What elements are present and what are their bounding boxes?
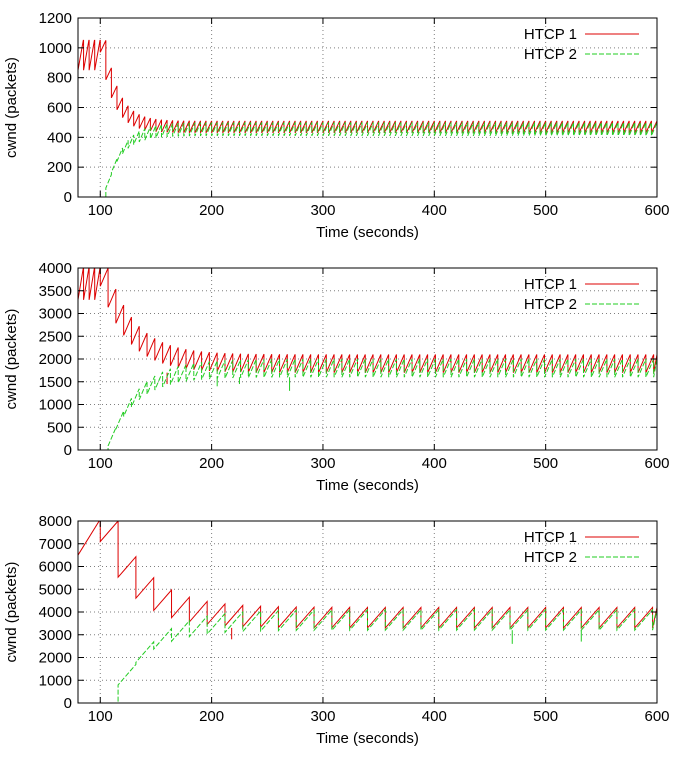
x-tick-label: 200 bbox=[199, 455, 224, 472]
y-tick-label: 0 bbox=[64, 189, 72, 206]
series-line-2 bbox=[99, 608, 657, 703]
y-tick-label: 7000 bbox=[39, 536, 72, 553]
x-tick-label: 400 bbox=[422, 708, 447, 725]
y-tick-label: 4000 bbox=[39, 604, 72, 621]
y-tick-label: 1200 bbox=[39, 10, 72, 27]
y-tick-label: 3000 bbox=[39, 306, 72, 323]
y-axis-label: cwnd (packets) bbox=[3, 562, 20, 663]
x-tick-label: 400 bbox=[422, 455, 447, 472]
y-tick-label: 500 bbox=[47, 419, 72, 436]
chart-panel-1 bbox=[77, 17, 658, 198]
x-tick-label: 100 bbox=[88, 202, 113, 219]
y-tick-label: 3000 bbox=[39, 627, 72, 644]
legend-label-1: HTCP 1 bbox=[524, 26, 577, 43]
y-tick-label: 400 bbox=[47, 129, 72, 146]
y-tick-label: 2500 bbox=[39, 328, 72, 345]
x-tick-label: 200 bbox=[199, 708, 224, 725]
x-tick-label: 300 bbox=[310, 202, 335, 219]
x-tick-label: 300 bbox=[310, 455, 335, 472]
x-tick-label: 500 bbox=[533, 455, 558, 472]
x-axis-label: Time (seconds) bbox=[316, 224, 419, 241]
x-tick-label: 200 bbox=[199, 202, 224, 219]
y-tick-label: 0 bbox=[64, 442, 72, 459]
x-tick-label: 600 bbox=[644, 708, 669, 725]
x-tick-label: 100 bbox=[88, 455, 113, 472]
series-line-1 bbox=[78, 39, 657, 134]
chart-panel-3 bbox=[77, 520, 658, 704]
x-tick-label: 100 bbox=[88, 708, 113, 725]
legend-label-2: HTCP 2 bbox=[524, 296, 577, 313]
y-tick-label: 2000 bbox=[39, 650, 72, 667]
x-tick-label: 600 bbox=[644, 202, 669, 219]
x-tick-label: 400 bbox=[422, 202, 447, 219]
x-axis-label: Time (seconds) bbox=[316, 730, 419, 747]
x-tick-label: 500 bbox=[533, 202, 558, 219]
x-tick-label: 500 bbox=[533, 708, 558, 725]
y-axis-label: cwnd (packets) bbox=[3, 57, 20, 158]
legend-label-1: HTCP 1 bbox=[524, 276, 577, 293]
x-tick-label: 300 bbox=[310, 708, 335, 725]
y-tick-label: 1000 bbox=[39, 40, 72, 57]
y-tick-label: 3500 bbox=[39, 283, 72, 300]
legend-label-1: HTCP 1 bbox=[524, 529, 577, 546]
y-tick-label: 8000 bbox=[39, 513, 72, 530]
x-axis-label: Time (seconds) bbox=[316, 477, 419, 494]
y-tick-label: 1500 bbox=[39, 374, 72, 391]
y-tick-label: 4000 bbox=[39, 260, 72, 277]
y-axis-label: cwnd (packets) bbox=[3, 309, 20, 410]
y-tick-label: 200 bbox=[47, 159, 72, 176]
y-tick-label: 2000 bbox=[39, 351, 72, 368]
y-tick-label: 5000 bbox=[39, 581, 72, 598]
y-tick-label: 600 bbox=[47, 100, 72, 117]
y-tick-label: 1000 bbox=[39, 672, 72, 689]
legend-label-2: HTCP 2 bbox=[524, 549, 577, 566]
x-tick-label: 600 bbox=[644, 455, 669, 472]
series-line-2 bbox=[99, 122, 657, 197]
series-line-2 bbox=[99, 358, 657, 450]
y-tick-label: 1000 bbox=[39, 397, 72, 414]
y-tick-label: 800 bbox=[47, 70, 72, 87]
y-tick-label: 0 bbox=[64, 695, 72, 712]
legend-label-2: HTCP 2 bbox=[524, 46, 577, 63]
chart-panel-2 bbox=[77, 267, 658, 451]
y-tick-label: 6000 bbox=[39, 559, 72, 576]
